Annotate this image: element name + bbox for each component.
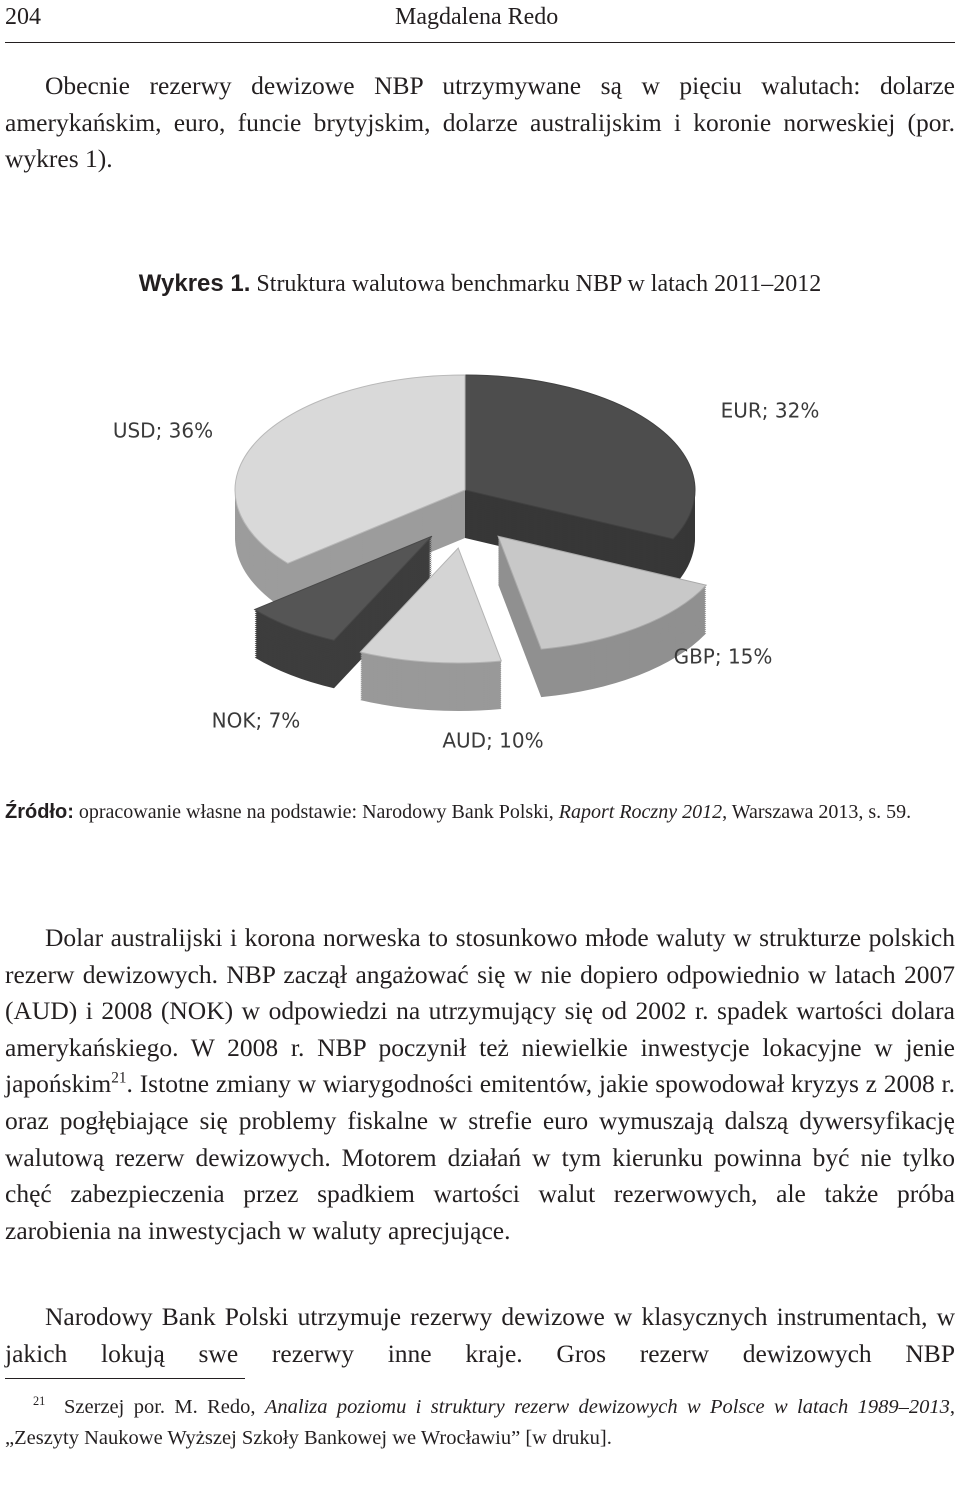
footnote-rule bbox=[5, 1378, 245, 1379]
slice-top bbox=[359, 547, 503, 664]
running-author: Magdalena Redo bbox=[395, 4, 559, 30]
pie-slice bbox=[253, 535, 433, 689]
pie-chart: EUR; 32% GBP; 15% AUD; 10% NOK; 7% USD; 36% bbox=[113, 374, 820, 753]
slice-top bbox=[234, 374, 466, 564]
data-label: USD; 36% bbox=[113, 419, 213, 443]
footnote: 21 Szerzej por. M. Redo, Analiza poziomu… bbox=[5, 1392, 955, 1454]
slice-top bbox=[464, 374, 696, 540]
data-label: NOK; 7% bbox=[212, 709, 301, 733]
footnote-number: 21 bbox=[33, 1394, 46, 1409]
data-label: EUR; 32% bbox=[721, 399, 820, 423]
pie-slice bbox=[234, 374, 466, 612]
text: . Istotne zmiany w wiarygodności emitent… bbox=[5, 1069, 955, 1245]
source-text: opracowanie własne na podstawie: Narodow… bbox=[73, 801, 559, 823]
source-lead: Źródło: bbox=[5, 801, 74, 823]
footnote-text: Szerzej por. M. Redo, bbox=[64, 1396, 265, 1418]
footnote-tail: , „Zeszyty Naukowe Wyższej Szkoły Bankow… bbox=[5, 1396, 955, 1449]
slice-top bbox=[497, 535, 708, 650]
pie-slice bbox=[359, 547, 503, 712]
figure-caption: Wykres 1. Struktura walutowa benchmarku … bbox=[0, 270, 960, 298]
paragraph: Dolar australijski i korona norweska to … bbox=[5, 920, 955, 1249]
figure-title: Struktura walutowa benchmarku NBP w lata… bbox=[256, 271, 822, 297]
pie-slice bbox=[497, 535, 708, 698]
data-label: AUD; 10% bbox=[442, 729, 543, 753]
source-italic: Raport Roczny 2012 bbox=[558, 801, 723, 823]
paragraph: Obecnie rezerwy dewizowe NBP utrzymywane… bbox=[5, 71, 955, 174]
figure-label: Wykres 1. bbox=[138, 270, 251, 297]
data-label: GBP; 15% bbox=[674, 645, 773, 669]
running-header: 204 Magdalena Redo bbox=[5, 2, 955, 43]
figure-source: Źródło: opracowanie własne na podstawie:… bbox=[5, 796, 955, 829]
pie-slice bbox=[464, 374, 696, 587]
slice-top bbox=[253, 535, 433, 641]
page-number: 204 bbox=[5, 4, 41, 30]
footnote-ref: 21 bbox=[111, 1069, 127, 1087]
paragraph: Narodowy Bank Polski utrzymuje rezerwy d… bbox=[5, 1302, 955, 1368]
source-tail: , Warszawa 2013, s. 59. bbox=[722, 801, 912, 823]
text: Dolar australijski i korona norweska to … bbox=[5, 923, 955, 1099]
footnote-italic: Analiza poziomu i struktury rezerw dewiz… bbox=[264, 1396, 950, 1418]
